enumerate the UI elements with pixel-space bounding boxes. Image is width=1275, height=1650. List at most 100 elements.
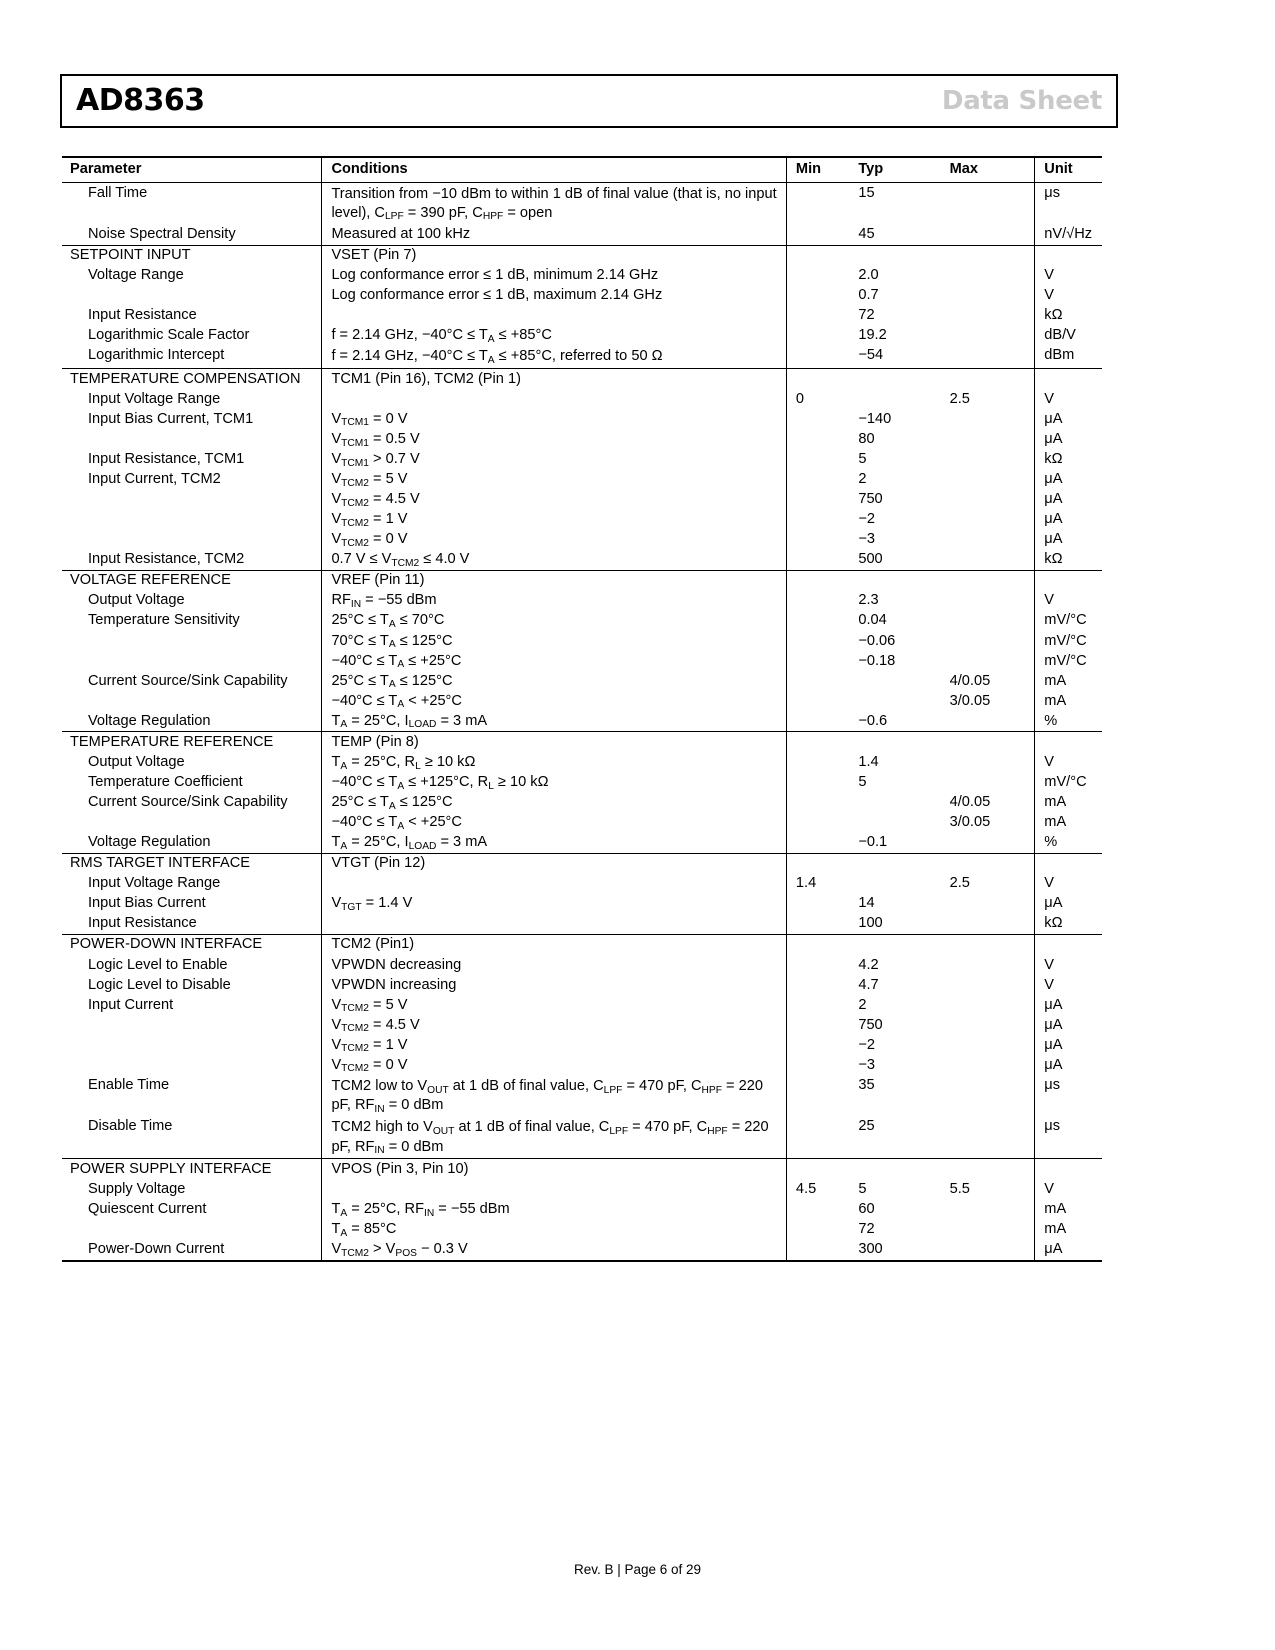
cell-typ: 0.7 — [858, 287, 879, 304]
table-section-row: TEMPERATURE COMPENSATION TCM1 (Pin 16), T… — [62, 368, 1102, 390]
cell-unit: μA — [1034, 409, 1102, 430]
cell-min — [785, 731, 856, 753]
cell-min — [785, 244, 856, 266]
table-row: −40°C ≤ TA ≤ +25°C −0.18 mV/°C — [62, 651, 1102, 672]
cell-max — [949, 244, 1035, 266]
column-header-typ: Typ — [855, 156, 950, 184]
cell-unit: dBm — [1034, 345, 1102, 369]
cell-parameter: Disable Time — [88, 1118, 173, 1135]
cell-min — [785, 469, 856, 490]
cell-typ: 2 — [858, 996, 867, 1013]
cell-max: 4/0.05 — [949, 672, 991, 689]
cell-max — [950, 225, 1035, 246]
cell-max — [950, 470, 1035, 490]
table-row: Output Voltage TA = 25°C, RL ≥ 10 kΩ 1.4 … — [62, 752, 1102, 773]
cell-unit: kΩ — [1034, 913, 1102, 935]
cell-max — [950, 1075, 1035, 1117]
cell-conditions: Log conformance error ≤ 1 dB, minimum 2.… — [321, 265, 787, 286]
cell-max: 2.5 — [949, 390, 970, 407]
cell-conditions — [321, 913, 787, 935]
cell-min — [785, 569, 856, 591]
table-row: Logic Level to Enable VPWDN decreasing 4.… — [62, 955, 1102, 976]
cell-parameter: Quiescent Current — [88, 1201, 207, 1217]
cell-typ: 500 — [858, 551, 883, 568]
cell-unit: μs — [1034, 182, 1102, 225]
cell-unit: mA — [1034, 671, 1102, 692]
cell-parameter — [62, 651, 322, 671]
table-section-row: POWER-DOWN INTERFACE TCM2 (Pin1) — [62, 933, 1102, 955]
cell-min — [785, 1158, 856, 1180]
cell-max — [950, 1117, 1035, 1159]
cell-typ: −2 — [858, 511, 875, 528]
table-row: Voltage Regulation TA = 25°C, ILOAD = 3 m… — [62, 832, 1102, 854]
cell-max — [950, 651, 1035, 671]
cell-min — [785, 549, 856, 571]
cell-min — [785, 671, 856, 692]
cell-unit: mV/°C — [1034, 651, 1102, 672]
page-header-box: AD8363 Data Sheet — [60, 74, 1118, 128]
cell-conditions: VTCM2 > VPOS − 0.3 V — [321, 1239, 787, 1262]
cell-conditions: Log conformance error ≤ 1 dB, maximum 2.… — [321, 285, 787, 306]
table-row: Supply Voltage 4.5 5 5.5 V — [62, 1179, 1102, 1200]
cell-conditions: Transition from −10 dBm to within 1 dB o… — [321, 182, 787, 225]
cell-min — [785, 345, 856, 369]
cell-parameter: VOLTAGE REFERENCE — [62, 569, 322, 591]
cell-unit: μA — [1034, 1035, 1102, 1056]
cell-typ: 5 — [858, 773, 867, 790]
table-row: Input Bias Current, TCM1 VTCM1 = 0 V −140… — [62, 409, 1102, 430]
table-row: Input Resistance 100 kΩ — [62, 913, 1102, 935]
cell-unit: mV/°C — [1034, 772, 1102, 793]
cell-parameter: POWER SUPPLY INTERFACE — [62, 1158, 322, 1180]
cell-unit: μA — [1034, 1015, 1102, 1036]
table-row: 70°C ≤ TA ≤ 125°C −0.06 mV/°C — [62, 631, 1102, 652]
column-header-parameter: Parameter — [62, 156, 322, 184]
cell-unit: nV/√Hz — [1034, 224, 1102, 246]
cell-min — [785, 489, 856, 510]
cell-min — [785, 368, 856, 390]
table-row: Input Voltage Range 1.4 2.5 V — [62, 873, 1102, 894]
cell-max — [949, 731, 1035, 753]
cell-typ — [855, 389, 949, 409]
cell-parameter: Logarithmic Scale Factor — [88, 327, 250, 344]
table-row: VTCM2 = 4.5 V 750 μA — [62, 1015, 1102, 1036]
cell-unit: μA — [1034, 995, 1102, 1016]
cell-min — [785, 1015, 856, 1036]
cell-unit: V — [1034, 955, 1102, 976]
cell-unit: dB/V — [1034, 325, 1102, 346]
cell-parameter — [62, 286, 322, 306]
cell-parameter: Noise Spectral Density — [88, 226, 236, 243]
cell-conditions: VREF (Pin 11) — [321, 569, 787, 591]
cell-min: 0 — [785, 389, 856, 410]
cell-conditions: RFIN = −55 dBm — [321, 590, 787, 611]
cell-parameter: Voltage Regulation — [88, 712, 211, 729]
cell-min — [785, 1219, 856, 1240]
cell-conditions — [321, 389, 787, 410]
cell-parameter: Temperature Coefficient — [88, 773, 243, 790]
cell-unit: V — [1034, 975, 1102, 996]
cell-min — [785, 893, 856, 914]
table-section-row: SETPOINT INPUT VSET (Pin 7) — [62, 244, 1102, 266]
cell-unit — [1034, 244, 1102, 266]
cell-min — [785, 1239, 856, 1262]
cell-conditions: VTCM2 = 5 V — [321, 469, 787, 490]
cell-parameter: Logic Level to Enable — [88, 956, 228, 973]
cell-max — [950, 1015, 1035, 1035]
cell-typ: 4.7 — [858, 976, 879, 993]
cell-typ — [855, 671, 949, 691]
cell-conditions: VTCM1 > 0.7 V — [321, 449, 787, 470]
cell-unit: μA — [1034, 1239, 1102, 1262]
cell-typ — [855, 368, 950, 390]
table-section-row: RMS TARGET INTERFACE VTGT (Pin 12) — [62, 852, 1102, 874]
specifications-table: Parameter Conditions Min Typ Max Unit Fall Tim… — [62, 156, 1102, 1262]
cell-max — [949, 1239, 1035, 1262]
cell-conditions: VTCM1 = 0.5 V — [321, 429, 787, 450]
cell-typ: −0.1 — [858, 834, 888, 851]
cell-parameter: Fall Time — [88, 184, 148, 201]
cell-typ — [855, 691, 949, 711]
cell-max — [949, 368, 1035, 390]
cell-max — [950, 306, 1035, 326]
cell-unit — [1034, 852, 1102, 874]
cell-unit — [1034, 933, 1102, 955]
cell-max — [950, 995, 1035, 1015]
cell-parameter: POWER-DOWN INTERFACE — [62, 933, 322, 955]
